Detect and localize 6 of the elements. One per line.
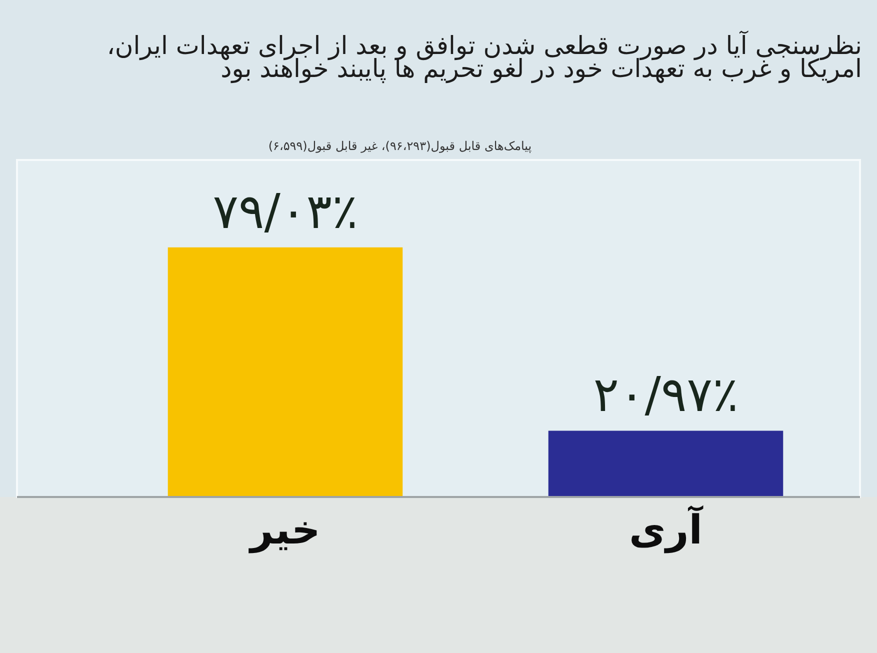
x-tick-label: آری xyxy=(629,504,704,554)
data-label: ۲۰/۹۷٪ xyxy=(593,367,738,424)
x-tick-label: خیر xyxy=(248,507,320,554)
chart-subtitle: پیامک‌های قابل قبول(۹۶،۲۹۳)، غیر قابل قبول(۶،۵۹۹) xyxy=(267,139,533,153)
data-label: ۷۹/۰۳٪ xyxy=(212,184,358,240)
chart-title: نظرسنجی آیا در صورت قطعی شدن توافق و بعد از اجرای تعهدات ایران، امریکا و غرب به تعهدات خود در لغو تحریم ها پایبند خواهند بود xyxy=(106,31,862,83)
